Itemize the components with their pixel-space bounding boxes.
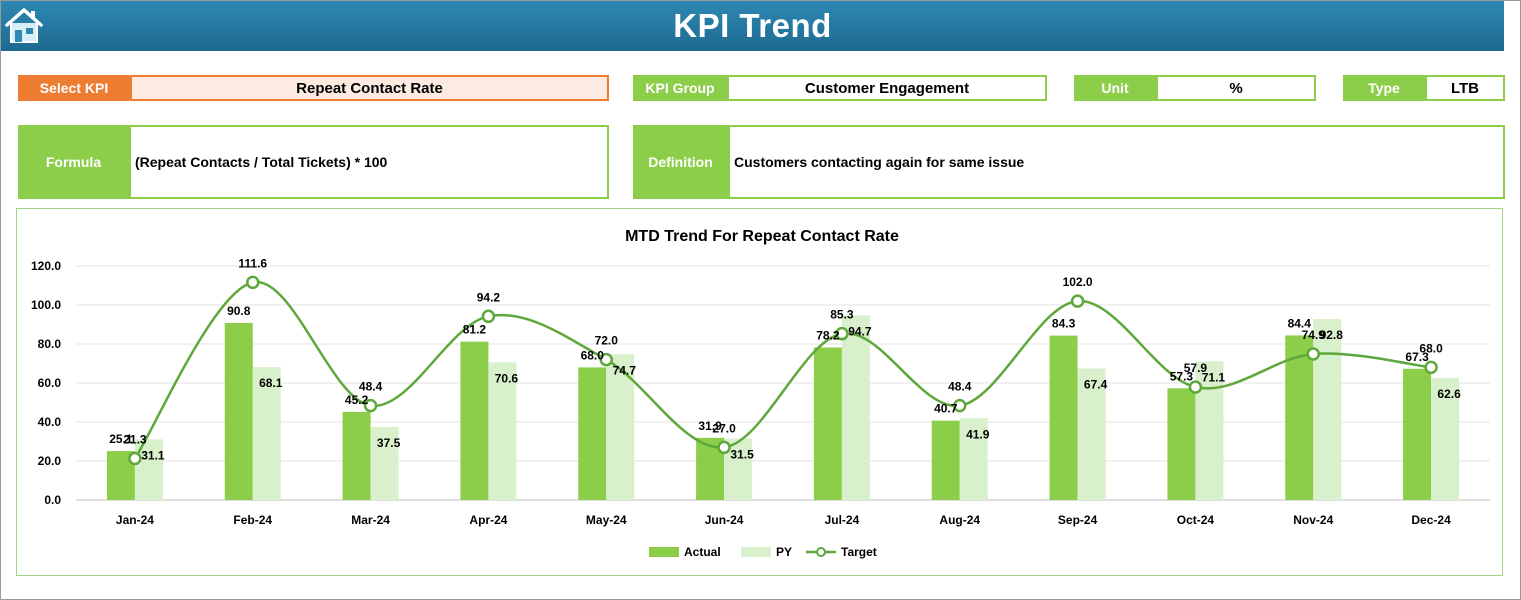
chart-panel <box>16 208 1503 576</box>
kpi-group-value: Customer Engagement <box>727 75 1047 101</box>
formula-box: Formula (Repeat Contacts / Total Tickets… <box>18 125 609 199</box>
type-field: Type LTB <box>1343 75 1505 101</box>
definition-label: Definition <box>633 125 728 199</box>
type-label: Type <box>1343 75 1425 101</box>
type-value: LTB <box>1425 75 1505 101</box>
page-title: KPI Trend <box>673 7 832 44</box>
header-bar: KPI Trend <box>1 1 1504 51</box>
unit-label: Unit <box>1074 75 1156 101</box>
home-icon[interactable] <box>4 5 44 45</box>
definition-value: Customers contacting again for same issu… <box>728 125 1505 199</box>
select-kpi-dropdown[interactable]: Repeat Contact Rate <box>130 75 609 101</box>
unit-field: Unit % <box>1074 75 1316 101</box>
select-kpi-label: Select KPI <box>18 75 130 101</box>
kpi-group-label: KPI Group <box>633 75 727 101</box>
definition-box: Definition Customers contacting again fo… <box>633 125 1505 199</box>
unit-value: % <box>1156 75 1316 101</box>
formula-value: (Repeat Contacts / Total Tickets) * 100 <box>129 125 609 199</box>
kpi-group-field: KPI Group Customer Engagement <box>633 75 1047 101</box>
formula-label: Formula <box>18 125 129 199</box>
select-kpi-field: Select KPI Repeat Contact Rate <box>18 75 609 101</box>
